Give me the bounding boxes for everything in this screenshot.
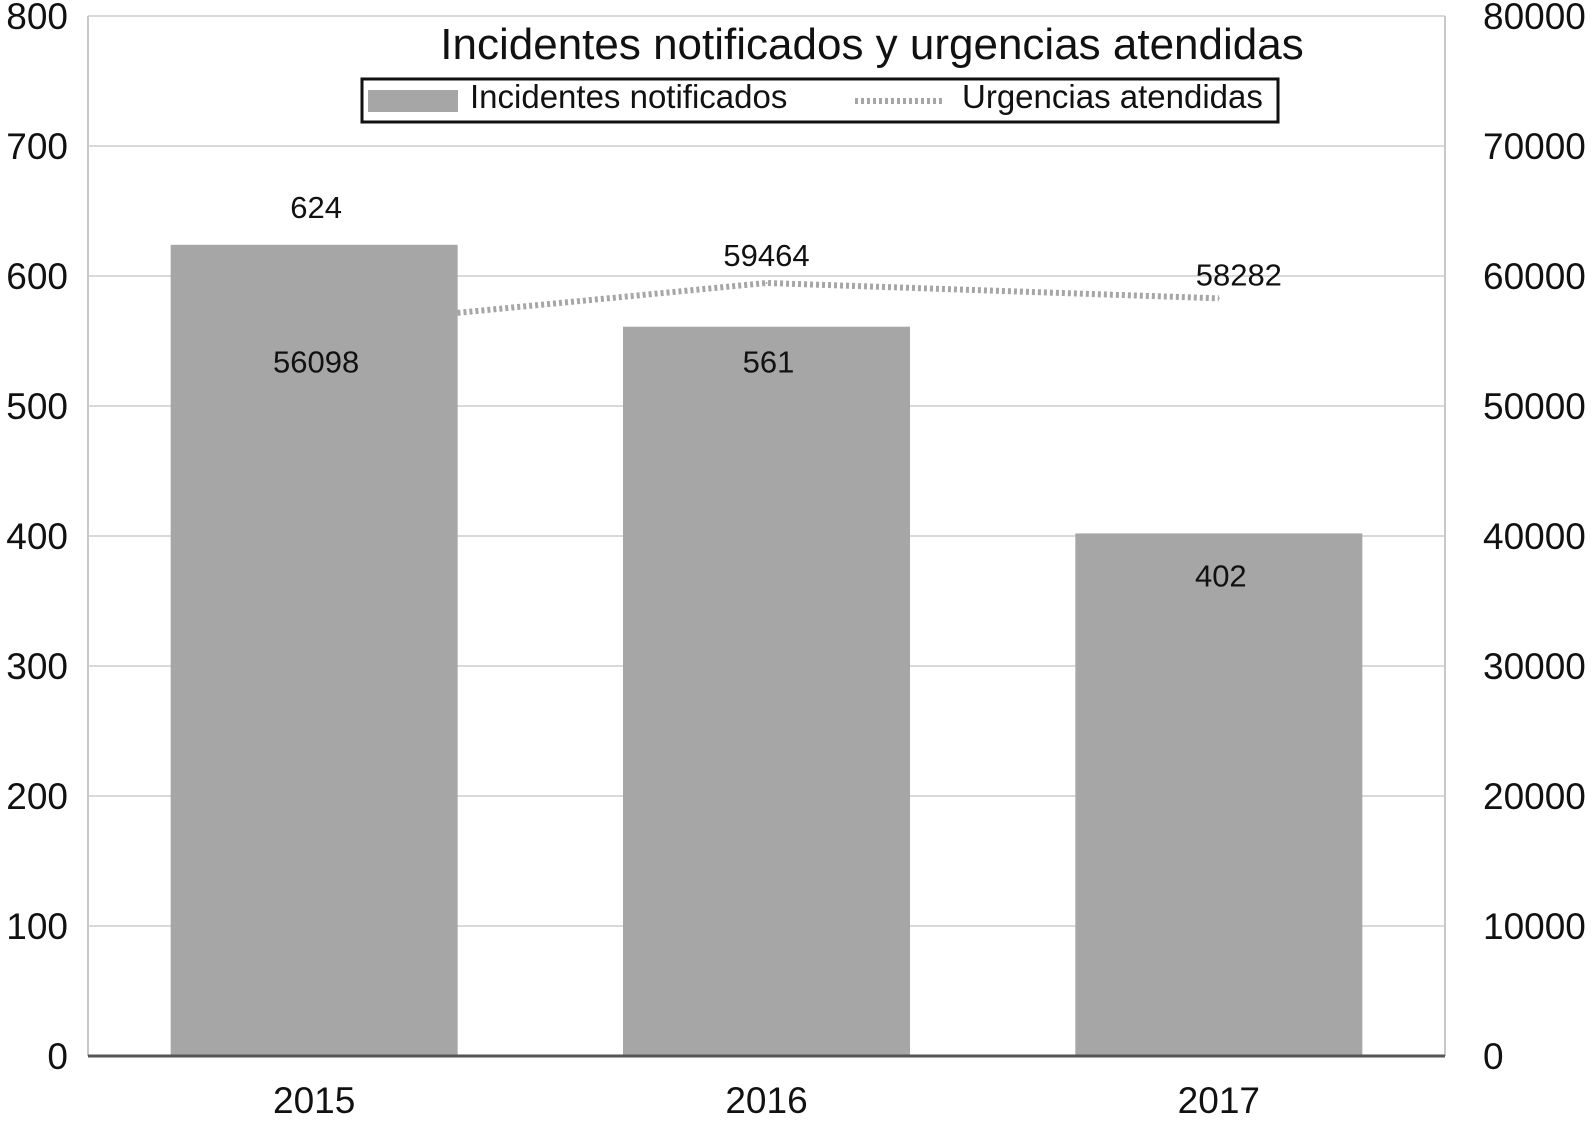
axes: 0 100 200 300 400 500 600 700 800 0 10000 20000 3000… [6,0,1586,1121]
line-point [1217,297,1220,300]
right-axis-tick-label: 10000 [1483,906,1586,947]
right-axis-tick-label: 20000 [1483,776,1586,817]
line-point [765,281,768,284]
right-axis-tick-label: 40000 [1483,516,1586,557]
right-axis-tick-label: 60000 [1483,256,1586,297]
line-data-label: 56098 [273,345,359,380]
left-axis-tick-label: 300 [6,646,68,687]
left-axis-tick-label: 600 [6,256,68,297]
right-axis-tick-label: 70000 [1483,126,1586,167]
x-axis-tick-label: 2016 [725,1080,807,1121]
bar-data-label: 624 [290,190,342,225]
bar-data-label: 402 [1195,558,1247,593]
legend: Incidentes notificados Urgencias atendid… [360,77,1280,124]
left-axis-tick-label: 100 [6,906,68,947]
bar-data-label: 561 [743,345,795,380]
line-data-label: 58282 [1196,257,1282,292]
left-axis-tick-label: 0 [47,1036,68,1077]
right-axis-tick-label: 50000 [1483,386,1586,427]
line-point [313,325,316,328]
left-axis-tick-label: 800 [6,0,68,37]
x-axis-tick-label: 2017 [1178,1080,1260,1121]
x-axis-tick-label: 2015 [273,1080,355,1121]
bar [170,244,458,1057]
legend-box [360,77,1280,124]
left-axis-tick-label: 200 [6,776,68,817]
left-axis-tick-label: 500 [6,386,68,427]
line-series [313,279,1220,330]
left-axis-tick-label: 700 [6,126,68,167]
legend-swatch-bars [368,90,458,112]
right-axis-tick-label: 30000 [1483,646,1586,687]
bars [170,244,1363,1057]
legend-label-bars: Incidentes notificados [470,78,787,115]
data-labels: 624 561 402 56098 59464 58282 [273,190,1282,594]
line-data-label: 59464 [723,238,809,273]
bar [1075,533,1363,1056]
right-axis-tick-label: 80000 [1483,0,1586,37]
right-axis-tick-label: 0 [1483,1036,1504,1077]
chart-title: Incidentes notificados y urgencias atend… [440,20,1303,69]
bar [623,326,910,1056]
legend-label-line: Urgencias atendidas [962,78,1263,115]
line-series-path [313,279,1219,330]
left-axis-tick-label: 400 [6,516,68,557]
